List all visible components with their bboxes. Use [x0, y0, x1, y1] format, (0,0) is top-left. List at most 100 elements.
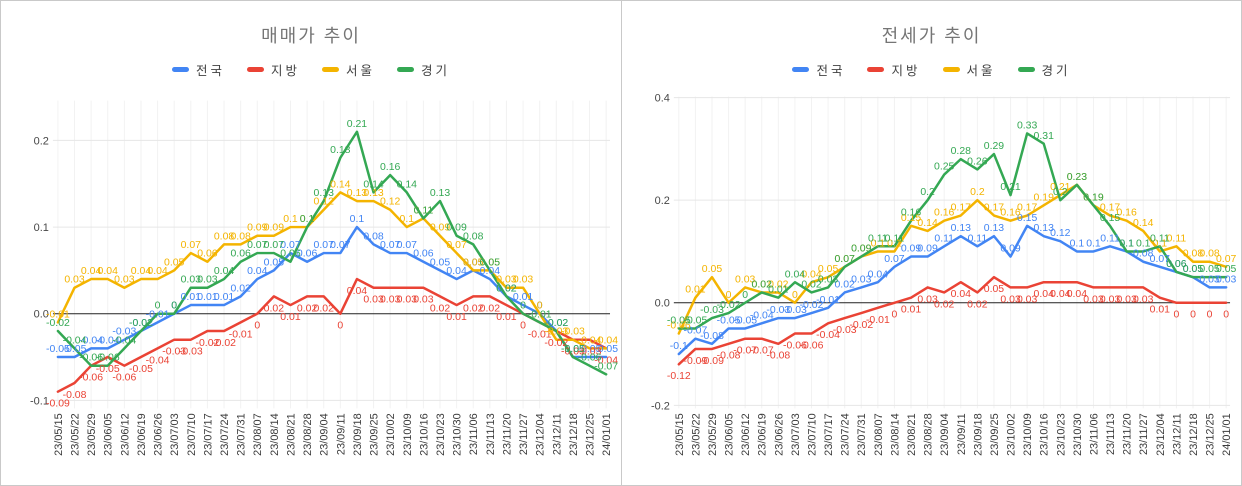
x-axis-tick-label: 23/09/18: [352, 413, 364, 456]
data-label-gyeonggi: 0.06: [1166, 259, 1187, 270]
legend-label: 서울: [966, 64, 996, 78]
data-label-national: 0.05: [430, 257, 451, 268]
data-label-regional: -0.09: [46, 399, 70, 410]
data-label-seoul: -0.06: [667, 321, 691, 332]
data-label-gyeonggi: 0.02: [752, 280, 773, 291]
series-line-national: [56, 225, 608, 359]
x-axis-tick-label: 23/07/17: [823, 413, 835, 456]
data-label-gyeonggi: 0.02: [801, 280, 822, 291]
data-label-gyeonggi: 0.09: [446, 223, 467, 234]
x-axis-tick-label: 23/05/22: [70, 413, 82, 456]
data-label-gyeonggi: 0.1: [1136, 238, 1151, 249]
data-label-gyeonggi: -0.01: [528, 309, 552, 320]
data-label-seoul: 0.16: [1000, 208, 1021, 219]
data-label-seoul: 0.21: [1050, 182, 1071, 193]
data-label-seoul: 0: [537, 301, 543, 312]
data-label-national: 0.02: [834, 280, 855, 291]
x-axis-tick-label: 23/08/14: [269, 413, 281, 456]
data-label-seoul: 0.12: [314, 197, 335, 208]
x-axis-tick-label: 23/05/15: [674, 413, 686, 456]
data-label-national: 0.05: [1183, 264, 1204, 275]
data-label-seoul: -0.03: [544, 327, 568, 338]
data-label-regional: 0.01: [446, 312, 467, 323]
data-label-regional: 0.01: [496, 312, 517, 323]
data-label-seoul: 0.03: [735, 274, 756, 285]
x-axis-tick-label: 23/09/11: [335, 413, 347, 455]
data-label-national: -0.05: [733, 315, 757, 326]
data-label-regional: 0.04: [951, 289, 972, 300]
data-label-national: 0.13: [984, 223, 1005, 234]
x-axis-tick-label: 23/09/04: [939, 413, 951, 456]
data-label-national: 0.15: [1017, 213, 1038, 224]
x-axis-tick-label: 23/12/25: [1205, 413, 1217, 456]
data-label-seoul: 0.14: [330, 179, 351, 190]
data-label-national: 0.02: [496, 283, 517, 294]
data-label-seoul: -0.04: [594, 335, 618, 346]
x-axis-tick-label: 23/06/19: [136, 413, 148, 456]
data-label-seoul: 0.13: [347, 188, 368, 199]
data-label-national: 0.07: [280, 240, 301, 251]
data-label-seoul: 0.05: [480, 257, 501, 268]
data-label-gyeonggi: 0.07: [834, 254, 855, 265]
data-label-seoul: -0.01: [46, 309, 70, 320]
x-axis-tick-label: 23/10/30: [1072, 413, 1084, 456]
data-label-gyeonggi: 0.1: [1119, 238, 1134, 249]
data-label-gyeonggi: -0.02: [717, 300, 741, 311]
x-axis-tick-label: 23/12/25: [585, 413, 597, 456]
data-label-national: -0.05: [578, 344, 602, 355]
data-label-gyeonggi: -0.02: [544, 318, 568, 329]
data-label-national: 0.1: [1119, 238, 1134, 249]
data-label-regional: -0.09: [700, 356, 724, 367]
x-axis-tick-label: 23/09/11: [956, 413, 968, 455]
data-label-gyeonggi: 0.05: [480, 257, 501, 268]
legend-swatch-seoul-icon: [942, 67, 960, 72]
data-label-gyeonggi: 0: [155, 301, 161, 312]
data-label-regional: -0.07: [750, 346, 774, 357]
data-label-gyeonggi: 0.11: [414, 205, 434, 216]
data-label-regional: 0: [254, 321, 260, 332]
data-label-gyeonggi: 0: [171, 301, 177, 312]
x-axis-tick-label: 23/11/20: [501, 413, 513, 455]
data-label-seoul: 0.03: [496, 275, 517, 286]
x-axis-tick-label: 23/07/31: [236, 413, 248, 456]
legend-item-national: 전국: [792, 60, 845, 79]
data-label-gyeonggi: 0.16: [901, 208, 922, 219]
data-label-seoul: 0.14: [1133, 218, 1154, 229]
data-label-national: 0.09: [917, 244, 938, 255]
x-axis-tick-label: 23/11/27: [518, 413, 530, 455]
data-label-regional: 0.01: [1150, 305, 1171, 316]
data-label-gyeonggi: 0.1: [300, 214, 315, 225]
data-label-seoul: 0.1: [400, 214, 415, 225]
data-label-regional: 0.03: [1017, 294, 1038, 305]
data-label-gyeonggi: 0.29: [984, 141, 1005, 152]
x-axis-tick-label: 23/06/19: [757, 413, 769, 456]
data-label-gyeonggi: 0.33: [1017, 121, 1038, 132]
data-label-seoul: 0.06: [197, 249, 218, 260]
data-label-national: -0.02: [544, 318, 568, 329]
x-axis-tick-label: 23/06/05: [724, 413, 736, 456]
data-label-gyeonggi: 0.15: [1100, 213, 1121, 224]
x-axis-tick-label: 23/06/05: [103, 413, 115, 456]
data-label-seoul: 0.08: [230, 231, 251, 242]
data-label-regional: -0.01: [528, 329, 552, 340]
data-label-seoul: 0.12: [380, 197, 401, 208]
data-label-national: 0.12: [1050, 228, 1071, 239]
legend-swatch-national-icon: [171, 67, 189, 72]
data-label-national: 0.01: [181, 292, 202, 303]
data-label-gyeonggi: -0.03: [700, 305, 724, 316]
data-label-regional: -0.02: [849, 320, 873, 331]
data-label-seoul: 0.16: [934, 208, 955, 219]
data-label-regional: 0.03: [1000, 294, 1021, 305]
legend-label: 서울: [346, 64, 376, 78]
data-label-gyeonggi: 0.09: [851, 244, 872, 255]
data-label-national: -0.05: [561, 344, 585, 355]
x-axis-tick-label: 23/07/03: [790, 413, 802, 456]
y-axis-tick-label: 0.0: [34, 309, 49, 321]
data-label-national: -0.04: [79, 335, 103, 346]
data-label-seoul: 0.13: [363, 188, 384, 199]
x-axis-tick-label: 23/09/18: [972, 413, 984, 456]
x-axis-tick-label: 23/10/23: [435, 413, 447, 456]
data-label-regional: -0.07: [733, 346, 757, 357]
data-label-seoul: 0.08: [1199, 249, 1220, 260]
data-label-gyeonggi: -0.05: [561, 344, 585, 355]
